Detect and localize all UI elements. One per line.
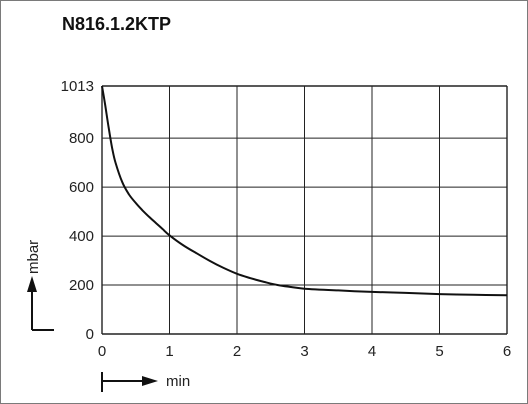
y-tick-label: 1013 (61, 78, 94, 95)
y-axis-label: mbar (25, 240, 42, 274)
x-tick-label: 6 (503, 343, 511, 360)
x-tick-labels: 0 1 2 3 4 5 6 (98, 343, 511, 360)
x-tick-label: 5 (435, 343, 443, 360)
grid (101, 85, 508, 335)
y-axis-arrow (27, 276, 54, 331)
x-tick-label: 0 (98, 343, 106, 360)
y-tick-label: 600 (69, 179, 94, 196)
x-axis-label: min (166, 373, 190, 390)
x-tick-label: 1 (165, 343, 173, 360)
series-curve (101, 85, 508, 297)
chart-title: N816.1.2KTP (62, 14, 171, 34)
y-tick-label: 400 (69, 228, 94, 245)
y-tick-labels: 0 200 400 600 800 1013 (61, 78, 94, 343)
y-tick-label: 800 (69, 130, 94, 147)
x-axis-arrow (101, 372, 158, 392)
x-tick-label: 4 (368, 343, 376, 360)
x-tick-label: 3 (300, 343, 308, 360)
y-tick-label: 200 (69, 277, 94, 294)
y-tick-label: 0 (86, 326, 94, 343)
x-tick-label: 2 (233, 343, 241, 360)
